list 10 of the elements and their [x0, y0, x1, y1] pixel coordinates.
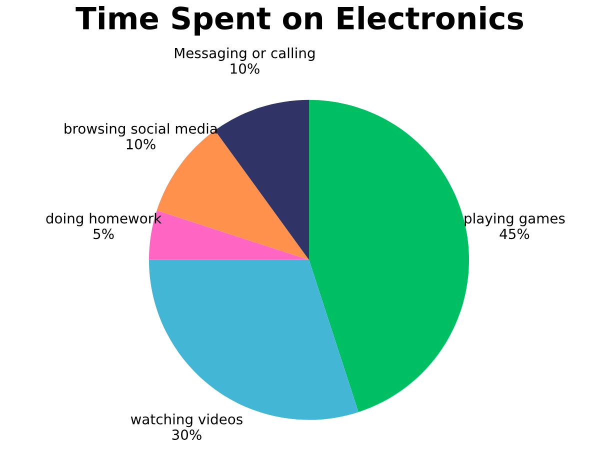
slice-label: playing games	[464, 212, 565, 226]
slice-label: browsing social media	[64, 123, 217, 137]
data-label: 10%	[126, 138, 156, 150]
data-label: 30%	[172, 429, 202, 440]
data-label: 10%	[230, 63, 260, 74]
data-label: 45%	[500, 228, 530, 240]
slice-label: watching videos	[130, 414, 242, 428]
chart-title: Time Spent on Electronics	[76, 6, 523, 36]
slice-label: Messaging or calling	[174, 48, 315, 61]
data-label: 5%	[94, 228, 114, 240]
